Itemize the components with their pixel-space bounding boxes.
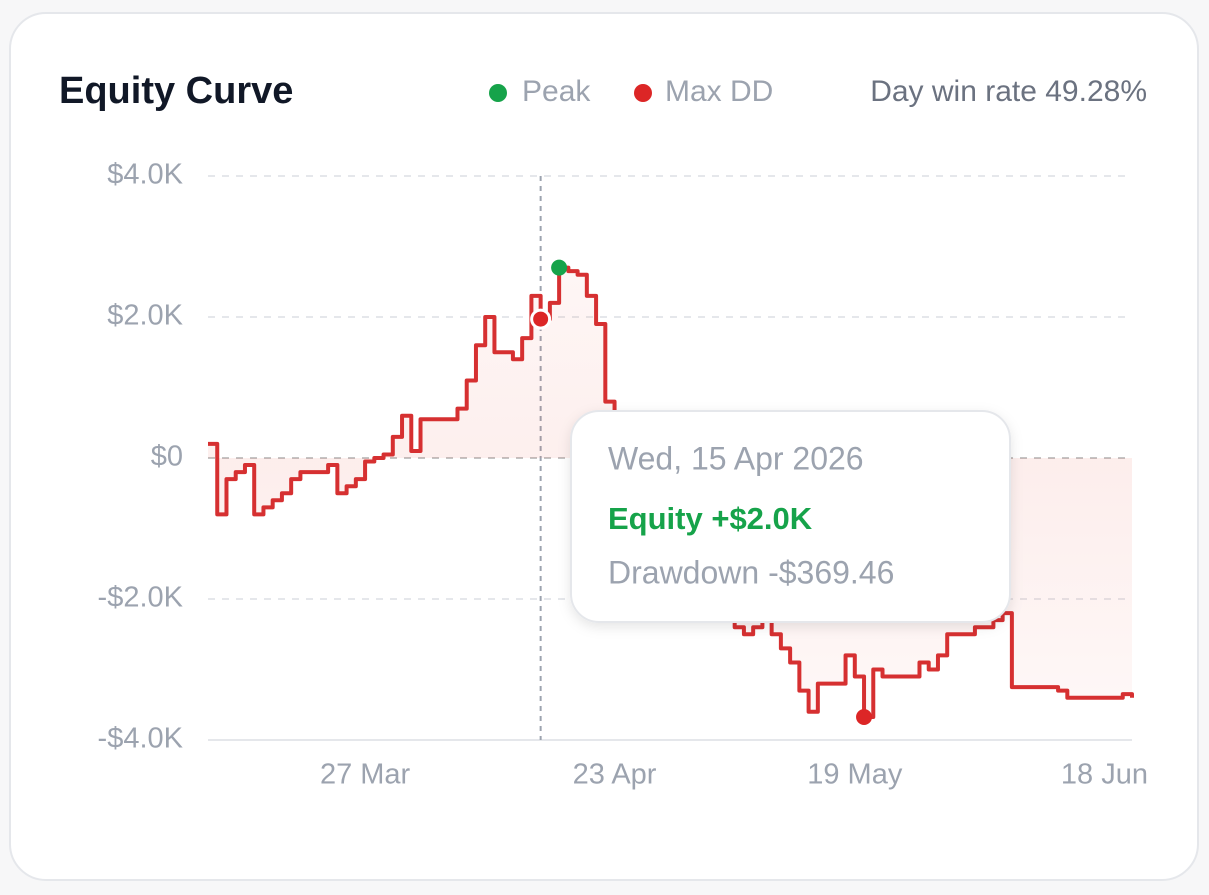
tooltip-equity: Equity +$2.0K [608,501,813,536]
hover-point [530,308,552,330]
peak-point [551,259,568,276]
tooltip-date: Wed, 15 Apr 2026 [608,440,864,476]
legend-dot [489,84,507,102]
tooltip [570,410,1011,623]
x-tick-label: 23 Apr [573,759,657,791]
tooltip-drawdown: Drawdown -$369.46 [608,554,894,590]
chart-title: Equity Curve [59,70,293,112]
x-tick-label: 19 May [807,759,903,791]
legend-dot [634,84,652,102]
legend-label: Max DD [665,75,773,108]
y-tick-label: $0 [151,441,183,473]
win-rate: Day win rate 49.28% [870,75,1147,108]
y-tick-label: $4.0K [107,159,183,191]
legend-label: Peak [522,75,591,108]
max-dd-point [856,709,873,726]
y-tick-label: -$2.0K [98,582,184,614]
y-tick-label: -$4.0K [98,723,184,755]
x-tick-label: 27 Mar [320,759,411,791]
x-tick-label: 18 Jun [1061,759,1148,791]
y-tick-label: $2.0K [107,300,183,332]
